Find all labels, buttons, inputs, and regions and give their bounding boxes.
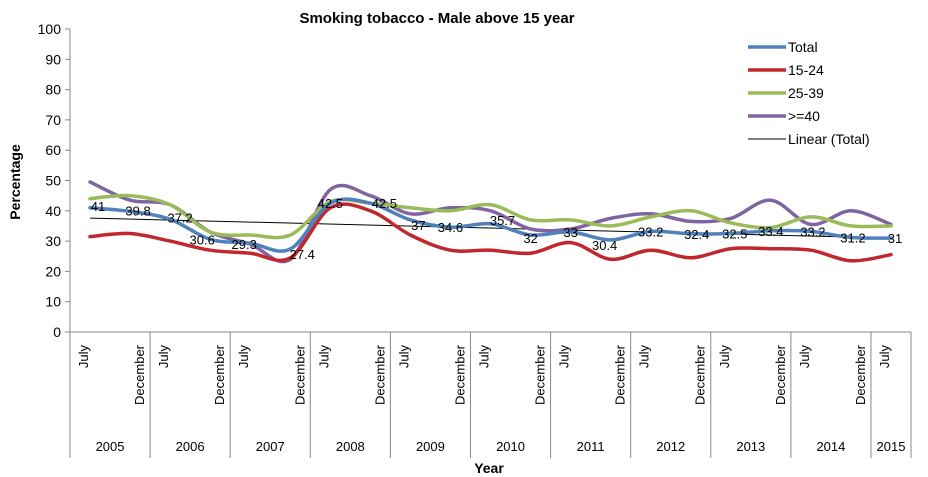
x-tick-label: December xyxy=(212,344,227,405)
data-label: 41 xyxy=(91,199,105,214)
x-tick-label: December xyxy=(613,344,628,405)
x-tick-label: July xyxy=(557,345,572,369)
y-axis-label: Percentage xyxy=(7,144,23,220)
year-label: 2011 xyxy=(577,439,605,454)
x-tick-label: July xyxy=(156,345,171,369)
data-label: 33.2 xyxy=(638,224,663,239)
data-label: 30.6 xyxy=(190,232,215,247)
data-label: 42.5 xyxy=(318,196,343,211)
series-line-group-1 xyxy=(88,202,893,263)
x-tick-label: December xyxy=(853,344,868,405)
y-tick-label: 20 xyxy=(45,263,61,279)
year-label: 2010 xyxy=(496,439,525,454)
x-tick-label: December xyxy=(292,344,307,405)
legend: Total 15-24 25-39 >=40 Linear (Total) xyxy=(748,39,870,147)
data-label: 37 xyxy=(411,218,425,233)
legend-label: 15-24 xyxy=(788,62,824,78)
y-tick-label: 50 xyxy=(45,173,61,189)
trendline-line xyxy=(90,217,891,239)
data-label: 37.2 xyxy=(167,210,192,225)
year-label: 2015 xyxy=(877,439,906,454)
series-line-group-3 xyxy=(88,180,893,264)
year-label: 2009 xyxy=(416,439,445,454)
data-label: 34.6 xyxy=(438,220,463,235)
year-label: 2007 xyxy=(256,439,285,454)
data-label: 27.4 xyxy=(290,247,315,262)
x-axis: July December July December July December July… xyxy=(69,331,912,458)
data-label: 31 xyxy=(888,231,902,246)
x-tick-label: July xyxy=(236,345,251,369)
x-tick-label: July xyxy=(637,345,652,369)
data-label: 35.7 xyxy=(490,213,515,228)
x-tick-label: December xyxy=(693,344,708,405)
year-label: 2012 xyxy=(656,439,685,454)
data-label: 31.2 xyxy=(840,230,865,245)
x-tick-label: December xyxy=(132,344,147,405)
x-tick-label: July xyxy=(877,345,892,369)
series-lines xyxy=(88,180,893,264)
x-tick-label: December xyxy=(773,344,788,405)
y-tick-label: 60 xyxy=(45,142,61,158)
year-label: 2013 xyxy=(736,439,765,454)
x-tick-label: July xyxy=(316,345,331,369)
legend-label: >=40 xyxy=(788,108,820,124)
data-label: 33 xyxy=(563,225,577,240)
series-line-total xyxy=(88,197,893,253)
y-tick-label: 0 xyxy=(53,324,61,340)
x-tick-label: July xyxy=(717,345,732,369)
y-axis: 0 10 20 30 40 50 60 70 80 90 100 xyxy=(38,21,71,340)
y-tick-label: 10 xyxy=(45,294,61,310)
data-label: 42.5 xyxy=(372,196,397,211)
chart-title: Smoking tobacco - Male above 15 year xyxy=(299,10,574,27)
year-label: 2006 xyxy=(176,439,205,454)
x-tick-label: July xyxy=(396,345,411,369)
year-label: 2005 xyxy=(96,439,125,454)
x-tick-label: December xyxy=(533,344,548,405)
data-label: 30.4 xyxy=(592,238,617,253)
year-label: 2014 xyxy=(816,439,845,454)
data-label: 32.4 xyxy=(684,227,709,242)
y-tick-label: 70 xyxy=(45,112,61,128)
x-tick-label: July xyxy=(477,345,492,369)
y-tick-label: 30 xyxy=(45,233,61,249)
series-line-group-2 xyxy=(88,193,893,240)
data-label: 33.4 xyxy=(758,224,783,239)
x-tick-label: July xyxy=(797,345,812,369)
y-tick-label: 90 xyxy=(45,51,61,67)
year-label: 2008 xyxy=(336,439,365,454)
x-tick-label: December xyxy=(452,344,467,405)
legend-label: 25-39 xyxy=(788,85,824,101)
x-tick-label: July xyxy=(76,345,91,369)
data-label: 32.5 xyxy=(722,227,747,242)
data-label: 39.8 xyxy=(125,203,150,218)
y-tick-label: 100 xyxy=(38,21,62,37)
data-label: 32 xyxy=(523,231,537,246)
y-tick-label: 40 xyxy=(45,203,61,219)
trendline xyxy=(90,217,891,239)
data-label: 29.3 xyxy=(232,237,257,252)
x-tick-label: December xyxy=(372,344,387,405)
y-tick-label: 80 xyxy=(45,82,61,98)
x-axis-label: Year xyxy=(474,460,504,476)
data-labels: 41 39.8 37.2 30.6 29.3 27.4 42.5 42.5 37 34.6 35.7… xyxy=(91,196,902,262)
legend-label: Linear (Total) xyxy=(788,131,870,147)
data-label: 33.2 xyxy=(800,224,825,239)
legend-label: Total xyxy=(788,39,818,55)
